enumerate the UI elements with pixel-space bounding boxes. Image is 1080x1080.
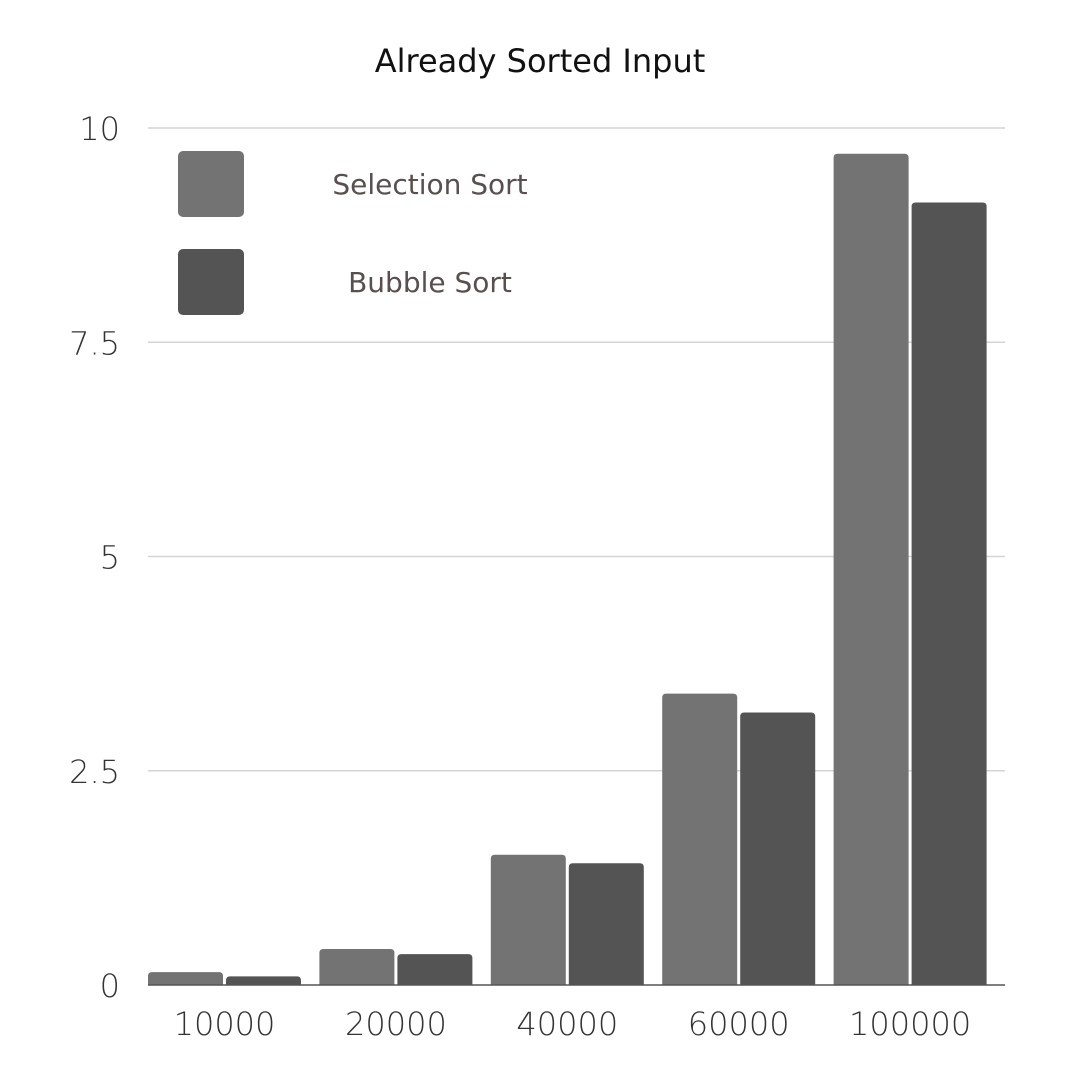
- legend-label: Bubble Sort: [348, 266, 512, 299]
- bar-bubble-sort-100000: [911, 202, 987, 985]
- x-tick-label: 40000: [516, 1005, 618, 1043]
- legend-swatch: [178, 249, 244, 315]
- legend: Selection Sort Bubble Sort: [178, 151, 528, 315]
- y-tick-label: 10: [79, 110, 120, 148]
- x-axis-ticks: 10000 20000 40000 60000 100000: [174, 1005, 972, 1043]
- bar-bubble-sort-10000: [226, 976, 301, 985]
- bar-bubble-sort-40000: [568, 863, 644, 985]
- x-tick-label: 20000: [345, 1005, 447, 1043]
- bar-selection-sort-60000: [662, 693, 738, 985]
- bars: [148, 153, 1005, 986]
- y-tick-label: 0: [100, 967, 120, 1005]
- y-axis-ticks: 0 2.5 5 7.5 10: [69, 110, 120, 1005]
- legend-swatch: [178, 151, 244, 217]
- y-tick-label: 2.5: [69, 753, 120, 791]
- y-tick-label: 7.5: [69, 324, 120, 362]
- bar-selection-sort-100000: [833, 153, 909, 985]
- legend-label: Selection Sort: [332, 168, 527, 201]
- bar-bubble-sort-60000: [740, 712, 816, 985]
- x-tick-label: 10000: [174, 1005, 276, 1043]
- bar-bubble-sort-20000: [397, 954, 473, 985]
- x-tick-label: 60000: [688, 1005, 790, 1043]
- x-tick-label: 100000: [849, 1005, 971, 1043]
- bar-selection-sort-20000: [319, 949, 395, 985]
- y-tick-label: 5: [100, 539, 120, 577]
- bar-selection-sort-10000: [148, 972, 223, 985]
- chart-title: Already Sorted Input: [375, 42, 706, 80]
- bar-selection-sort-40000: [490, 854, 566, 985]
